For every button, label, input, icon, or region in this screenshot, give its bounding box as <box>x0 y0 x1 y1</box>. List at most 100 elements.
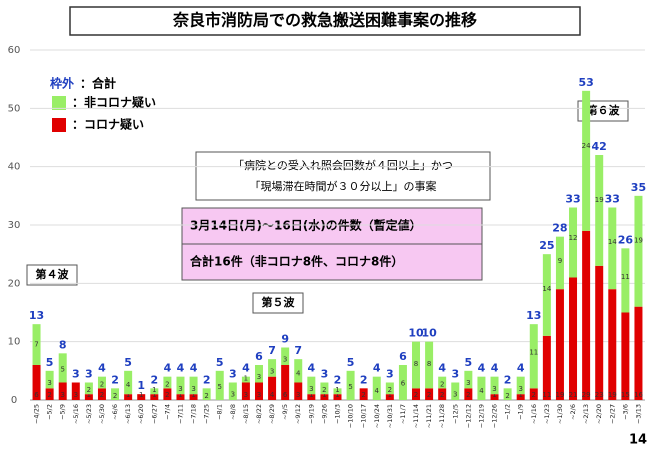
x-tick-label: ~2/27 <box>608 404 616 424</box>
bar-segment <box>137 394 146 400</box>
total-label: 3 <box>451 368 459 381</box>
total-label: 2 <box>150 373 158 386</box>
total-label: 5 <box>347 356 355 369</box>
total-label: 8 <box>59 338 67 351</box>
bar-segment <box>320 382 329 395</box>
segment-label: 11 <box>621 273 630 281</box>
segment-label: 1 <box>335 391 339 399</box>
segment-label: 2 <box>361 391 365 399</box>
x-tick-label: ~12/5 <box>451 404 459 424</box>
segment-label: 3 <box>191 385 195 393</box>
wave-label: 第６波 <box>587 103 621 117</box>
x-tick-label: ~6/20 <box>137 404 145 424</box>
total-label: 4 <box>308 362 316 375</box>
bar-segment <box>268 376 277 400</box>
bar-segment <box>582 90 591 231</box>
x-tick-label: ~5/2 <box>46 404 54 420</box>
total-label: 5 <box>46 356 54 369</box>
segment-label: 3 <box>257 391 261 399</box>
x-tick-label: ~2/6 <box>569 404 577 420</box>
bar-segment <box>71 382 80 400</box>
total-label: 13 <box>29 309 44 322</box>
total-label: 35 <box>631 181 646 194</box>
bar-segment <box>307 376 316 395</box>
bar-segment <box>281 347 290 365</box>
segment-label: 4 <box>270 391 275 399</box>
bar-segment <box>412 341 421 389</box>
x-tick-label: ~6/13 <box>124 404 132 424</box>
segment-label: 19 <box>595 196 604 204</box>
x-tick-label: ~1/23 <box>543 404 551 424</box>
x-tick-label: ~6/27 <box>150 404 158 424</box>
bar-segment <box>385 394 394 400</box>
bar-segment <box>359 388 368 400</box>
segment-label: 14 <box>608 238 617 246</box>
segment-label: 24 <box>582 142 591 150</box>
bar-segment <box>477 376 486 400</box>
bar-segment <box>45 370 54 389</box>
bar-segment <box>595 155 604 266</box>
bar-segment <box>268 359 277 377</box>
total-label: 6 <box>255 350 263 363</box>
x-tick-label: ~11/21 <box>425 404 433 428</box>
segment-label: 3 <box>270 367 274 375</box>
x-tick-label: ~1/16 <box>530 404 538 424</box>
segment-label: 2 <box>427 391 431 399</box>
wave-label: 第４波 <box>36 267 70 281</box>
total-label: 9 <box>281 333 289 346</box>
x-tick-label: ~7/11 <box>176 404 184 424</box>
segment-label: 3 <box>309 385 313 393</box>
bar-segment <box>97 376 106 389</box>
x-tick-label: ~2/20 <box>595 404 603 424</box>
bar-segment <box>438 376 447 389</box>
segment-label: 2 <box>204 392 208 400</box>
total-label: 4 <box>517 362 525 375</box>
y-tick-label: 60 <box>8 45 21 56</box>
bar-segment <box>516 376 525 395</box>
bar-segment <box>385 382 394 395</box>
total-label: 10 <box>408 327 424 340</box>
x-tick-label: ~10/24 <box>373 404 381 428</box>
x-tick-label: ~11/14 <box>412 404 420 428</box>
segment-label: 2 <box>532 391 536 399</box>
bar-segment <box>294 359 303 383</box>
x-tick-label: ~9/19 <box>307 404 315 424</box>
segment-label: 2 <box>388 386 392 394</box>
segment-label: 21 <box>569 391 578 399</box>
segment-label: 2 <box>322 386 326 394</box>
segment-label: 5 <box>60 366 64 374</box>
legend-swatch <box>52 118 66 132</box>
x-tick-label: ~9/12 <box>294 404 302 424</box>
segment-label: 16 <box>634 391 643 399</box>
total-label: 4 <box>177 362 185 375</box>
title-box <box>69 6 581 36</box>
legend-label: ：非コロナ疑い <box>72 95 156 110</box>
segment-label: 3 <box>47 379 51 387</box>
segment-label: 1 <box>322 391 326 399</box>
segment-label: 19 <box>634 237 643 245</box>
bar-segment <box>634 306 643 400</box>
segment-label: 7 <box>34 340 38 348</box>
total-label: 28 <box>552 222 567 235</box>
segment-label: 3 <box>492 385 496 393</box>
total-label: 5 <box>465 356 473 369</box>
legend-swatch <box>52 96 66 110</box>
segment-label: 1 <box>178 391 182 399</box>
segment-label: 2 <box>440 391 444 399</box>
segment-label: 12 <box>569 234 578 242</box>
x-tick-label: ~5/9 <box>59 404 67 420</box>
segment-label: 2 <box>505 392 509 400</box>
x-tick-label: ~7/18 <box>190 404 198 424</box>
segment-label: 19 <box>608 391 617 399</box>
bar-segment <box>621 312 630 400</box>
total-label: 4 <box>98 362 106 375</box>
total-label: 3 <box>85 368 93 381</box>
bar-segment <box>58 353 67 383</box>
bar-segment <box>464 388 473 400</box>
segment-label: 1 <box>87 391 91 399</box>
total-label: 4 <box>164 362 172 375</box>
y-tick-label: 20 <box>8 278 21 289</box>
x-tick-label: ~11/7 <box>399 404 407 424</box>
bar-segment <box>346 370 355 400</box>
segment-label: 1 <box>191 391 195 399</box>
